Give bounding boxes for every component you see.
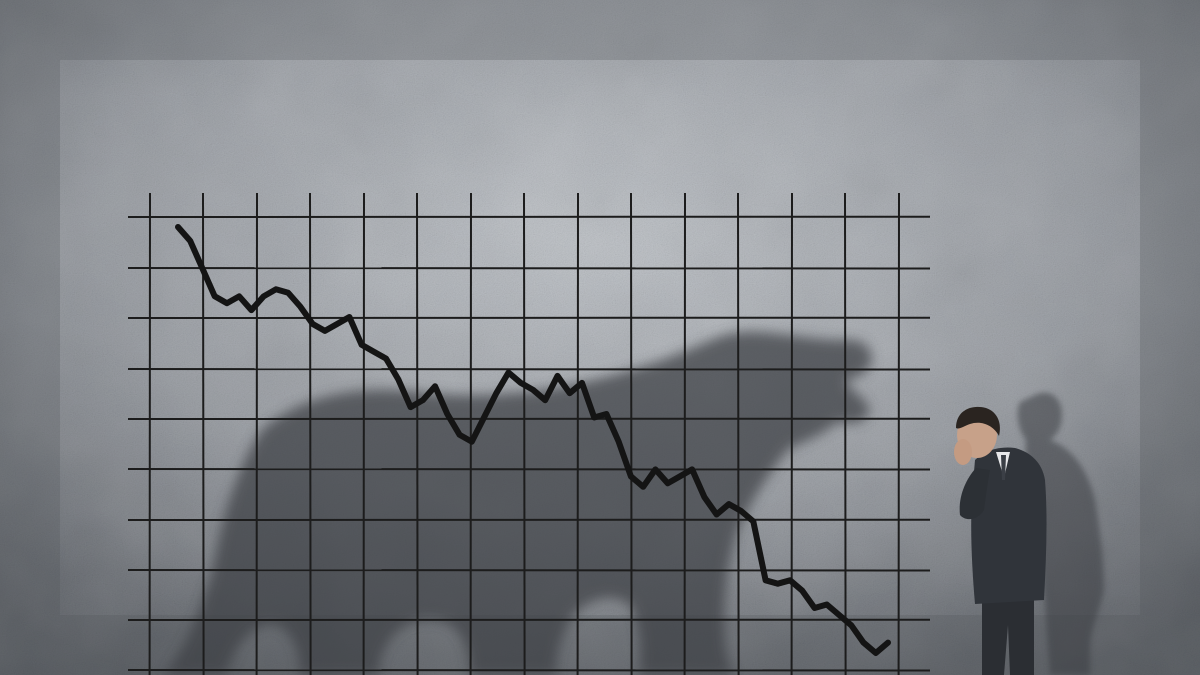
grid-line-vertical	[523, 192, 526, 675]
grid-line-vertical	[630, 192, 633, 675]
chart-grid	[127, 192, 931, 675]
man-arm	[959, 468, 990, 520]
grid-line-horizontal	[127, 468, 931, 471]
falling-trend-line	[175, 224, 891, 656]
man-tie	[1001, 455, 1006, 480]
grid-line-vertical	[737, 192, 740, 675]
grid-line-vertical	[416, 192, 419, 675]
grid-line-horizontal	[127, 569, 931, 572]
businessman	[954, 406, 1047, 675]
grid-line-horizontal	[127, 669, 931, 672]
grid-line-vertical	[309, 192, 312, 675]
bear-shadow	[165, 331, 872, 675]
man-jacket	[971, 447, 1047, 604]
man-legs	[982, 600, 1034, 675]
man-shadow	[1017, 392, 1104, 675]
grid-line-horizontal	[127, 368, 931, 371]
man-hand	[954, 439, 972, 465]
man-hair	[956, 406, 1000, 436]
grid-line-vertical	[844, 192, 847, 675]
grid-line-horizontal	[127, 267, 931, 270]
